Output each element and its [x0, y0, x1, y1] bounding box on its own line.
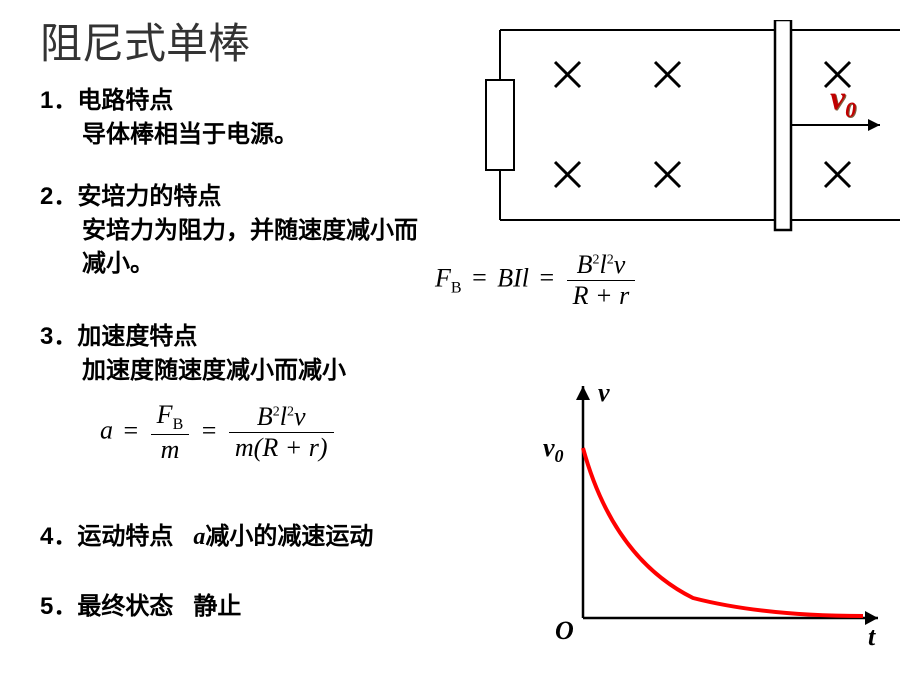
- f2-lhs: a: [100, 416, 113, 445]
- item-5-tail: 静止: [193, 593, 241, 620]
- item-1: 1．电路特点 导体棒相当于电源。: [40, 84, 298, 151]
- item-2: 2．安培力的特点 安培力为阻力，并随速度减小而减小。: [40, 180, 422, 281]
- y0-sub: 0: [555, 446, 564, 466]
- graph-svg: [543, 378, 893, 648]
- f1-mid: BIl: [497, 263, 529, 292]
- f1-den: R + r: [567, 281, 636, 311]
- y-axis-label: v: [598, 378, 610, 408]
- f2-rhs-den: m(R + r): [229, 433, 334, 463]
- item-2-body: 安培力为阻力，并随速度减小而减小。: [82, 214, 422, 281]
- item-3: 3．加速度特点 加速度随速度减小而减小: [40, 320, 346, 387]
- x-axis-label: t: [868, 622, 875, 652]
- origin-label: O: [555, 616, 574, 646]
- item-5: 5．最终状态 静止: [40, 590, 241, 624]
- item-4-tail: 减小的减速运动: [205, 523, 373, 550]
- item-1-body: 导体棒相当于电源。: [82, 118, 298, 152]
- item-3-head: 3．加速度特点: [40, 323, 197, 350]
- item-4-head: 4．运动特点: [40, 523, 173, 550]
- v0-label: v0: [830, 80, 856, 123]
- circuit-diagram: v0: [480, 20, 900, 240]
- f1-lhs: F: [435, 263, 451, 292]
- item-3-body: 加速度随速度减小而减小: [82, 354, 346, 388]
- f2-mid-num: F: [157, 400, 173, 429]
- item-1-head: 1．电路特点: [40, 87, 173, 114]
- f2-mid-den: m: [151, 435, 190, 465]
- circuit-svg: [480, 20, 900, 240]
- v0-sub: 0: [845, 97, 856, 122]
- formula-acceleration: a = FB m = B2l2v m(R + r): [100, 400, 336, 465]
- page-title: 阻尼式单棒: [40, 10, 250, 71]
- f1-lhs-sub: B: [451, 280, 462, 297]
- velocity-graph: v v0 O t: [543, 378, 893, 648]
- v0-v: v: [830, 80, 845, 117]
- y0-label: v0: [543, 433, 564, 467]
- item-5-head: 5．最终状态: [40, 593, 173, 620]
- formula-ampere: FB = BIl = B2l2v R + r: [435, 250, 637, 311]
- item-4-var: a: [193, 524, 205, 550]
- item-2-head: 2．安培力的特点: [40, 183, 221, 210]
- item-4: 4．运动特点 a减小的减速运动: [40, 520, 373, 555]
- f2-mid-num-sub: B: [173, 416, 184, 433]
- y0-v: v: [543, 433, 555, 462]
